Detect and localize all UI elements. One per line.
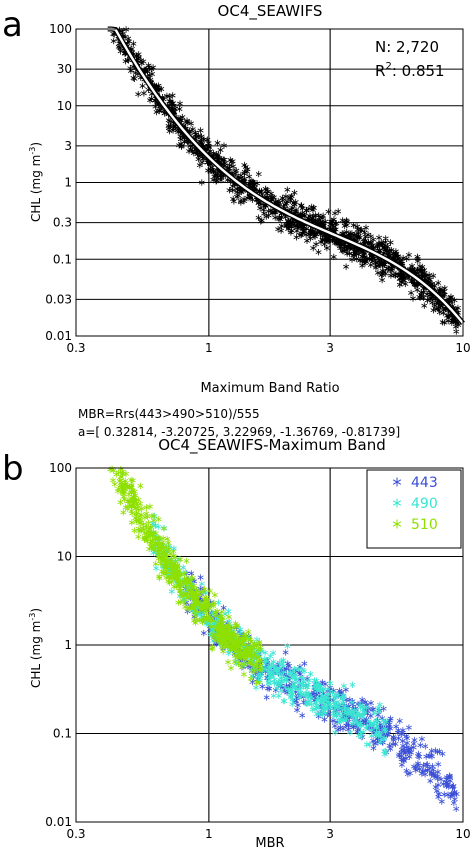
panel-a: a OC4_SEAWIFS 0.01 0.03 0.1 0.3 1 3 10 30 100 0.… [2, 2, 471, 439]
b-y-tick-label-0: 0.01 [45, 815, 72, 829]
b-x-tick-label-0: 0.3 [66, 827, 85, 841]
a-x-tick-label-0: 0.3 [66, 341, 85, 355]
panel-a-r2-base: R [375, 62, 385, 80]
a-x-tick-label-2: 3 [326, 341, 334, 355]
panel-a-y-ticks: 0.01 0.03 0.1 0.3 1 3 10 30 100 [45, 22, 72, 343]
panel-b-y-label-sup: -3 [28, 613, 37, 621]
panel-a-title: OC4_SEAWIFS [218, 2, 323, 21]
b-y-tick-label-2: 1 [64, 638, 72, 652]
panel-a-r2-value: : 0.851 [392, 62, 445, 80]
panel-a-y-axis-label: CHL (mg m-3) [28, 142, 43, 222]
panel-b-y-ticks: 0.01 0.1 1 10 100 [45, 461, 72, 829]
a-y-tick-label-7: 30 [57, 62, 72, 76]
panel-b-title: OC4_SEAWIFS-Maximum Band [158, 436, 386, 455]
a-y-tick-label-3: 0.3 [53, 216, 72, 230]
a-y-tick-label-1: 0.03 [45, 292, 72, 306]
panel-a-x-axis-label: Maximum Band Ratio [200, 381, 339, 396]
panel-a-formula-line-1: MBR=Rrs(443>490>510)/555 [78, 407, 260, 421]
panel-a-fit-curve [107, 27, 464, 325]
panel-b-legend-box [366, 469, 462, 549]
panel-b-grid [76, 468, 463, 822]
panel-b-series-490-points [149, 512, 390, 758]
panel-a-y-label-main: CHL (mg m [29, 155, 43, 222]
panel-b-legend-label-510: 510 [411, 517, 438, 533]
panel-b-legend-marker-510 [392, 519, 402, 529]
panel-b-legend: 443 490 510 [366, 469, 462, 549]
a-y-tick-label-6: 10 [57, 99, 72, 113]
a-x-tick-label-3: 10 [455, 341, 470, 355]
b-y-tick-label-1: 0.1 [53, 727, 72, 741]
b-y-tick-label-4: 100 [49, 461, 72, 475]
a-x-tick-label-1: 1 [205, 341, 213, 355]
panel-b-series-510-points [107, 465, 264, 687]
panel-b-x-axis-label: MBR [255, 836, 284, 851]
panel-a-y-label-end: ) [29, 142, 43, 147]
panel-b: b OC4_SEAWIFS-Maximum Band 0.010.1110100… [2, 436, 471, 851]
a-y-tick-label-2: 0.1 [53, 252, 72, 266]
b-y-tick-label-3: 10 [57, 550, 72, 564]
panel-a-stats-n: N: 2,720 [375, 38, 439, 56]
panel-b-points [107, 465, 460, 812]
a-y-tick-label-5: 3 [64, 139, 72, 153]
panel-b-label: b [2, 449, 24, 489]
panel-a-x-ticks: 0.3 1 3 10 [66, 341, 470, 355]
a-y-tick-label-0: 0.01 [45, 329, 72, 343]
a-y-tick-label-8: 100 [49, 22, 72, 36]
panel-a-stats-r2: R2: 0.851 [375, 61, 445, 80]
panel-b-plot-frame [75, 467, 464, 823]
panel-b-y-label-main: CHL (mg m [29, 621, 43, 688]
a-y-tick-label-4: 1 [64, 176, 72, 190]
b-x-tick-label-3: 10 [455, 827, 470, 841]
panel-b-legend-label-490: 490 [411, 496, 438, 512]
panel-a-formula-line-2: a=[ 0.32814, -3.20725, 3.22969, -1.36769… [78, 425, 400, 439]
panel-b-y-axis-label: CHL (mg m-3) [28, 608, 43, 688]
panel-b-legend-label-443: 443 [411, 475, 438, 491]
panel-a-y-label-sup: -3 [28, 147, 37, 155]
panel-a-label: a [2, 5, 23, 45]
panel-b-legend-marker-490 [392, 498, 402, 508]
panel-a-plot-frame [75, 28, 464, 337]
panel-a-r2-sup: 2 [385, 61, 391, 72]
panel-b-legend-marker-443 [392, 477, 402, 487]
panel-b-x-ticks: 0.3 1 3 10 [66, 827, 470, 841]
panel-b-y-label-end: ) [29, 608, 43, 613]
b-x-tick-label-1: 1 [205, 827, 213, 841]
b-x-tick-label-2: 3 [326, 827, 334, 841]
